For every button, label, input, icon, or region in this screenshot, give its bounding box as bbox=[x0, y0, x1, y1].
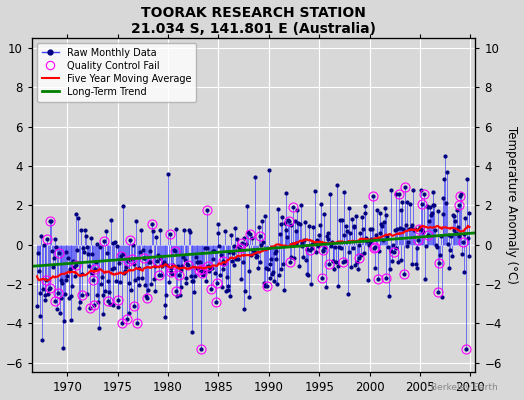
Title: TOORAK RESEARCH STATION
21.034 S, 141.801 E (Australia): TOORAK RESEARCH STATION 21.034 S, 141.80… bbox=[131, 6, 376, 36]
Y-axis label: Temperature Anomaly (°C): Temperature Anomaly (°C) bbox=[506, 126, 518, 284]
Legend: Raw Monthly Data, Quality Control Fail, Five Year Moving Average, Long-Term Tren: Raw Monthly Data, Quality Control Fail, … bbox=[37, 43, 196, 102]
Text: Berkeley Earth: Berkeley Earth bbox=[431, 383, 498, 392]
